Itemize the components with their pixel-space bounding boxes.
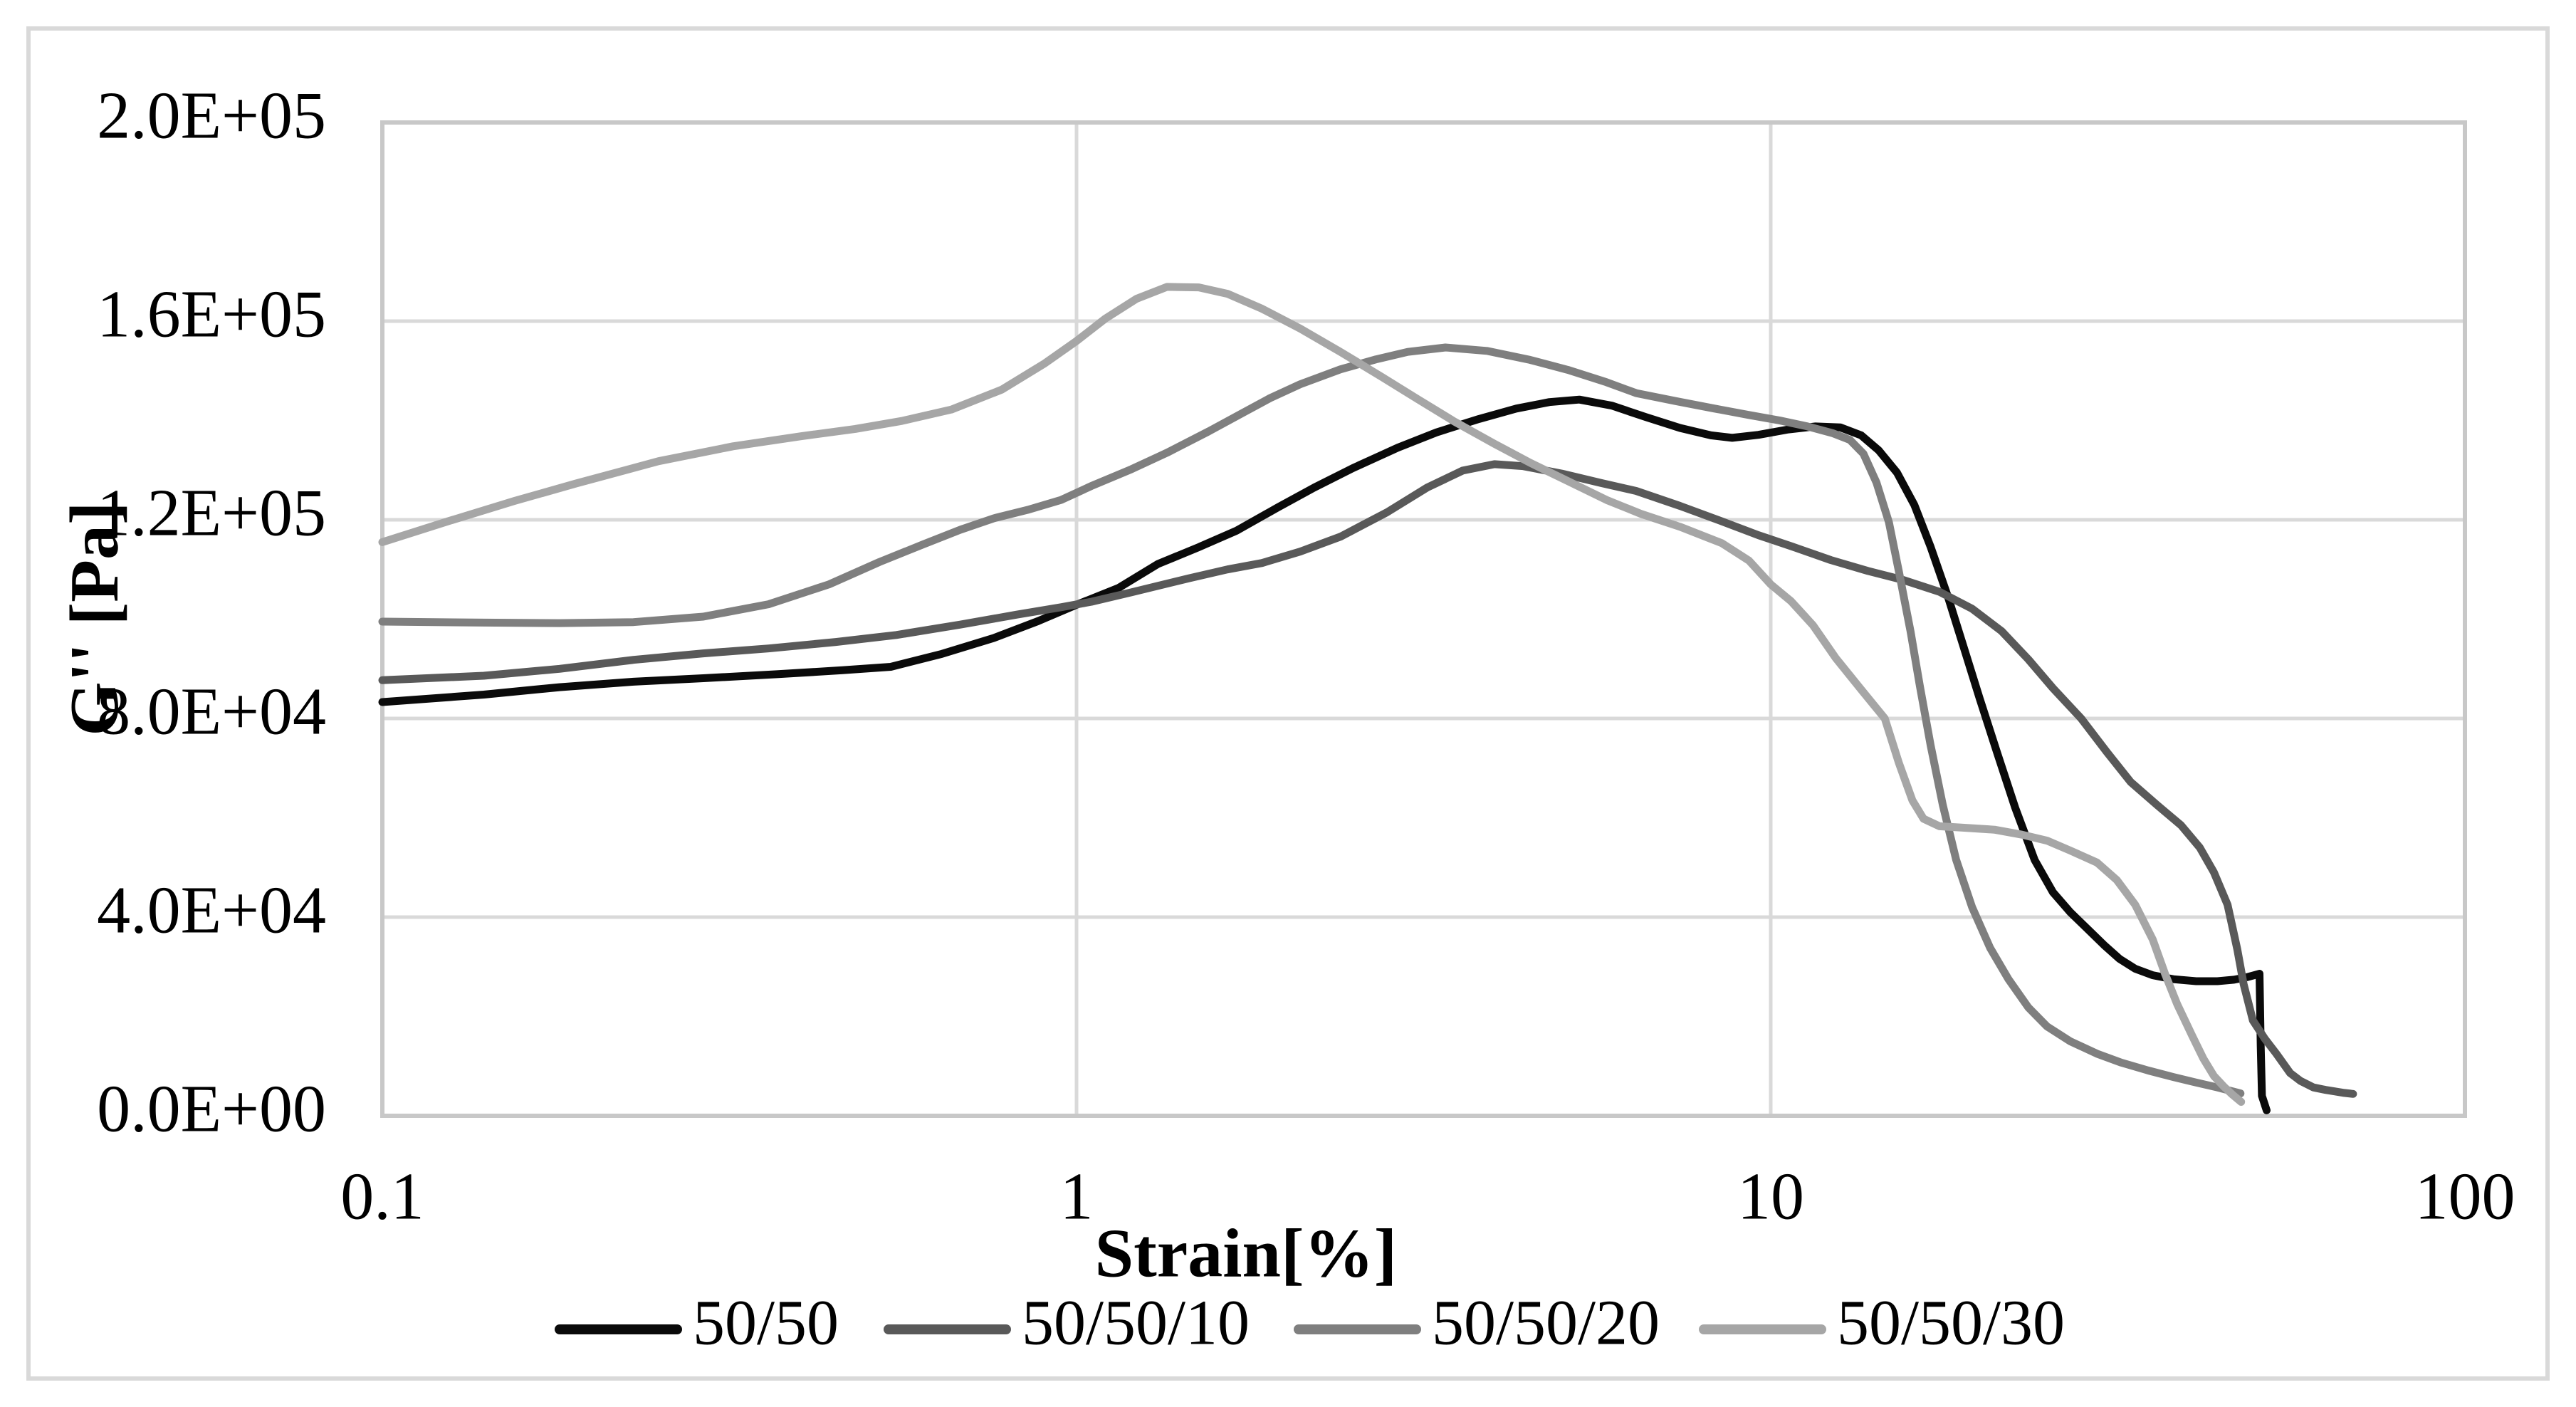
y-tick-label: 1.6E+05 <box>97 278 326 352</box>
x-tick-label: 1 <box>1060 1160 1094 1234</box>
x-tick-label: 10 <box>1737 1160 1804 1234</box>
x-axis-title: Strain[%] <box>1095 1215 1398 1292</box>
x-tick-label: 100 <box>2415 1160 2515 1234</box>
legend-item: 50/50 <box>555 1288 839 1359</box>
y-tick-label: 0.0E+00 <box>97 1072 326 1146</box>
y-tick-label: 2.0E+05 <box>97 79 326 153</box>
legend: 50/50 50/50/10 50/50/20 50/50/30 <box>555 1288 2065 1359</box>
y-tick-label: 8.0E+04 <box>97 675 326 749</box>
y-tick-label: 4.0E+04 <box>97 874 326 948</box>
legend-item: 50/50/10 <box>884 1288 1250 1359</box>
y-tick-label: 1.2E+05 <box>97 476 326 550</box>
legend-label: 50/50/30 <box>1837 1288 2065 1359</box>
series-lines <box>378 283 2357 1114</box>
series-line-50-50-10 <box>378 460 2357 1098</box>
figure-border <box>26 26 2550 1381</box>
y-axis-title: G'' [Pa] <box>56 501 133 736</box>
legend-label: 50/50 <box>693 1288 839 1359</box>
x-axis-tick-labels: 0.1 1 10 100 <box>340 1160 2515 1234</box>
series-line-50-50-20 <box>378 343 2245 1098</box>
legend-label: 50/50/20 <box>1432 1288 1660 1359</box>
series-line-50-50-30 <box>378 283 2246 1106</box>
x-tick-label: 0.1 <box>340 1160 424 1234</box>
series-line-50-50 <box>378 395 2271 1114</box>
legend-label: 50/50/10 <box>1022 1288 1250 1359</box>
y-axis-tick-labels: 0.0E+00 4.0E+04 8.0E+04 1.2E+05 1.6E+05 2.0E+… <box>97 79 326 1146</box>
legend-item: 50/50/20 <box>1294 1288 1660 1359</box>
legend-item: 50/50/30 <box>1699 1288 2065 1359</box>
